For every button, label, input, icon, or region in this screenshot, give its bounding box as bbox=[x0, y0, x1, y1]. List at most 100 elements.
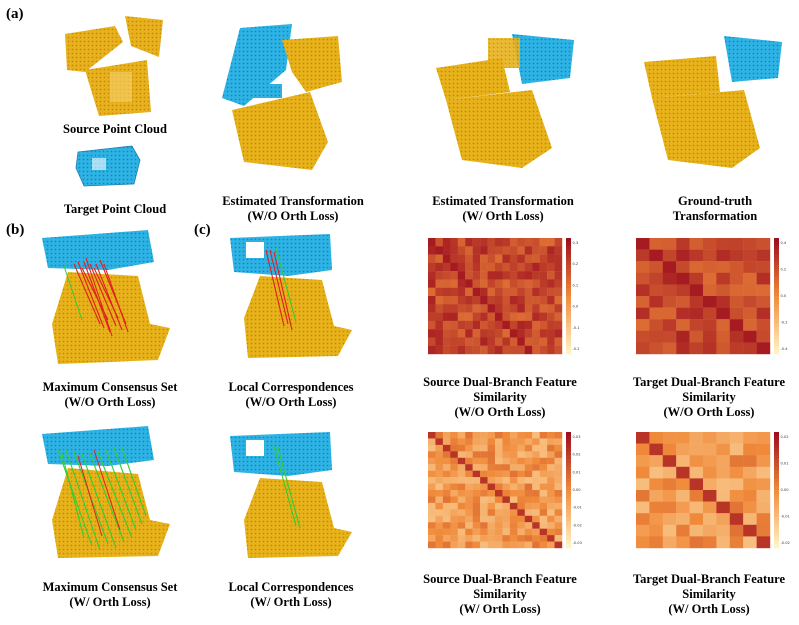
heatmap-cell bbox=[532, 254, 540, 264]
colorbar-segment bbox=[566, 505, 571, 510]
heatmap-cell bbox=[539, 502, 548, 510]
heatmap-cell bbox=[472, 509, 481, 516]
heatmap-cell bbox=[703, 513, 717, 525]
colorbar-segment bbox=[566, 490, 571, 495]
maximum-consensus-set-w-image bbox=[42, 426, 170, 558]
colorbar-segment bbox=[774, 455, 779, 460]
heatmap-cell bbox=[524, 337, 533, 346]
heatmap-cell bbox=[703, 443, 717, 456]
heatmap-cell bbox=[676, 238, 690, 250]
heatmap-cell bbox=[465, 279, 473, 288]
heatmap-cell bbox=[729, 536, 744, 549]
panel-label-b: (b) bbox=[6, 222, 25, 238]
heatmap-cell bbox=[676, 466, 690, 479]
colorbar-segment bbox=[774, 272, 779, 277]
heatmap-cell bbox=[689, 238, 704, 250]
heatmap-cell bbox=[472, 470, 481, 478]
heatmap-cell bbox=[524, 304, 533, 313]
heatmap-cell bbox=[487, 502, 496, 510]
heatmap-cell bbox=[502, 279, 511, 288]
colorbar-tick-label: 0.01 bbox=[781, 462, 789, 466]
colorbar-segment bbox=[774, 319, 779, 324]
heatmap-cell bbox=[465, 254, 473, 264]
colorbar-segment bbox=[774, 482, 779, 487]
colorbar-segment bbox=[566, 299, 571, 305]
heatmap-cell bbox=[457, 451, 466, 458]
colorbar-segment bbox=[774, 241, 779, 247]
heatmap-cell bbox=[495, 477, 503, 484]
heatmap-cell bbox=[495, 271, 503, 280]
colorbar-segment bbox=[566, 268, 571, 274]
heatmap-cell bbox=[502, 287, 511, 297]
heatmap-cell bbox=[465, 515, 473, 523]
heatmap-cell bbox=[450, 296, 458, 305]
heatmap-cell bbox=[532, 296, 540, 305]
heatmap-cell bbox=[435, 312, 444, 322]
caption-local-correspondences-wo: Local Correspondences (W/O Orth Loss) bbox=[228, 380, 354, 409]
heatmap-cell bbox=[743, 478, 757, 491]
heatmap-cell bbox=[509, 438, 518, 446]
heatmap-cell bbox=[517, 457, 525, 465]
heatmap-cell bbox=[428, 238, 436, 247]
heatmap-cell bbox=[524, 502, 533, 510]
heatmap-cell bbox=[472, 438, 481, 446]
heatmap-cell bbox=[689, 342, 704, 355]
heatmap-cell bbox=[487, 337, 496, 346]
colorbar-tick-label: 0.01 bbox=[573, 470, 581, 474]
heatmap-cell bbox=[636, 261, 650, 273]
heatmap-cell bbox=[457, 515, 466, 523]
heatmap-cell bbox=[457, 337, 466, 346]
heatmap-cell bbox=[703, 432, 717, 444]
heatmap-cell bbox=[442, 477, 451, 484]
caption-estimated-transformation-wo: Estimated Transformation (W/O Orth Loss) bbox=[222, 194, 364, 223]
heatmap-cell bbox=[435, 496, 444, 504]
heatmap-cell bbox=[428, 470, 436, 478]
heatmap-cell bbox=[465, 345, 473, 355]
heatmap-cell bbox=[487, 246, 496, 255]
heatmap-cell bbox=[480, 451, 488, 458]
heatmap-cell bbox=[729, 432, 744, 444]
heatmap-cell bbox=[636, 501, 650, 514]
heatmap-cell bbox=[442, 535, 451, 542]
heatmap-cell bbox=[716, 272, 730, 285]
heatmap-cell bbox=[442, 262, 451, 272]
colorbar-segment bbox=[774, 540, 779, 545]
heatmap-cell bbox=[442, 238, 451, 247]
heatmap-cell bbox=[465, 438, 473, 446]
colorbar-segment bbox=[774, 276, 779, 281]
heatmap-cell bbox=[517, 464, 525, 471]
heatmap-cell bbox=[743, 330, 757, 343]
heatmap-cell bbox=[547, 438, 555, 446]
heatmap-cell bbox=[524, 535, 533, 542]
heatmap-cell bbox=[524, 457, 533, 465]
heatmap-cell bbox=[716, 443, 730, 456]
heatmap-cell bbox=[480, 522, 488, 529]
heatmap-cell bbox=[487, 296, 496, 305]
heatmap-cell bbox=[554, 528, 563, 536]
heatmap-cell bbox=[756, 536, 771, 549]
heatmap-cell bbox=[649, 249, 663, 262]
heatmap-cell bbox=[480, 496, 488, 504]
heatmap-cell bbox=[636, 432, 650, 444]
colorbar-segment bbox=[774, 245, 779, 250]
heatmap-cell bbox=[716, 501, 730, 514]
colorbar-segment bbox=[774, 334, 779, 339]
heatmap-cell bbox=[517, 287, 525, 297]
heatmap-cell bbox=[716, 296, 730, 308]
heatmap-cell bbox=[450, 470, 458, 478]
heatmap-cell bbox=[636, 238, 650, 250]
heatmap-cell bbox=[465, 304, 473, 313]
heatmap-cell bbox=[502, 345, 511, 355]
heatmap-cell bbox=[743, 342, 757, 355]
heatmap-cell bbox=[743, 272, 757, 285]
heatmap-cell bbox=[517, 345, 525, 355]
heatmap-cell bbox=[547, 528, 555, 536]
heatmap-cell bbox=[457, 535, 466, 542]
heatmap-cell bbox=[524, 522, 533, 529]
heatmap-cell bbox=[547, 304, 555, 313]
colorbar-segment bbox=[566, 439, 571, 444]
heatmap-cell bbox=[442, 457, 451, 465]
heatmap-cell bbox=[756, 455, 771, 467]
colorbar-segment bbox=[566, 323, 571, 328]
colorbar-tick-label: -0.02 bbox=[573, 523, 582, 527]
